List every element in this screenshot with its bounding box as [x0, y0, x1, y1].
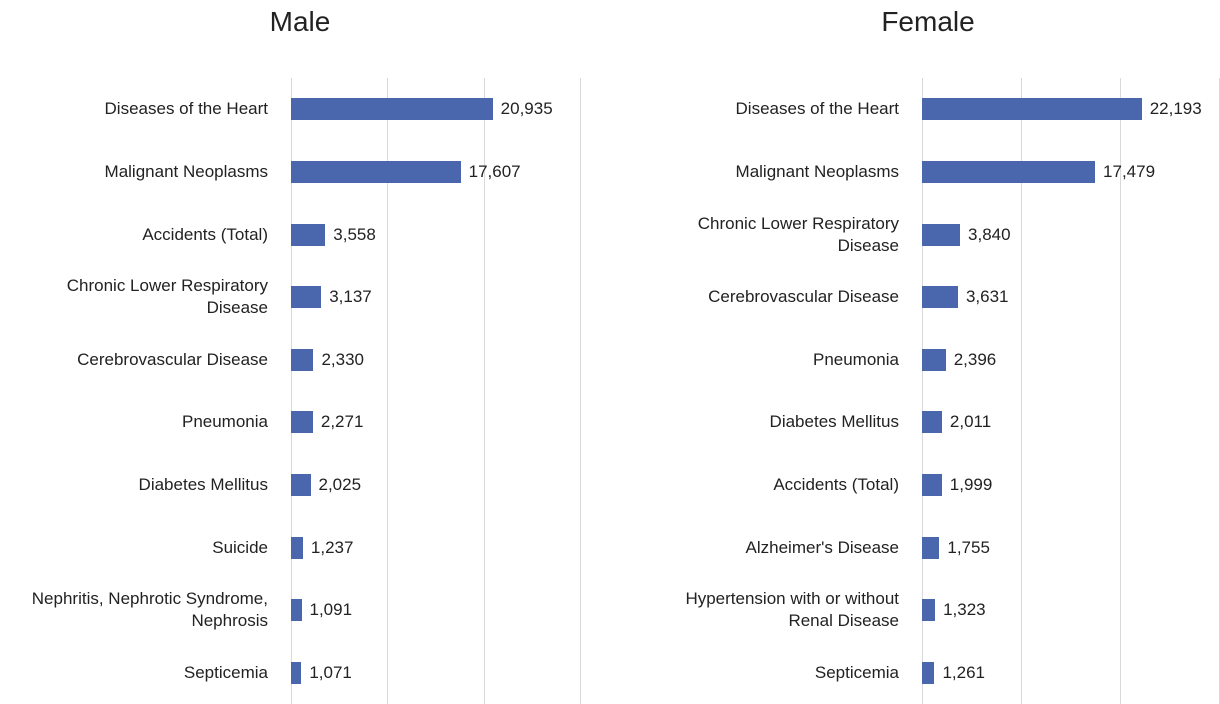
value-label: 17,479: [1103, 161, 1156, 181]
category-label: Malignant Neoplasms: [735, 161, 899, 181]
value-label: 1,091: [309, 600, 353, 620]
bar: [291, 286, 322, 309]
bar: [922, 286, 958, 309]
value-label: 3,558: [333, 224, 376, 244]
bar: [922, 348, 946, 371]
value-label: 1,755: [947, 537, 990, 557]
bar: [922, 536, 940, 559]
category-label: Alzheimer's Disease: [745, 537, 899, 557]
bar: [922, 98, 1142, 121]
value-label: 1,999: [949, 474, 993, 494]
category-label: Septicemia: [183, 662, 268, 682]
bar: [922, 160, 1096, 183]
bar: [922, 473, 942, 496]
category-label: Pneumonia: [181, 412, 268, 432]
value-label: 2,330: [321, 349, 364, 369]
category-label: Cerebrovascular Disease: [77, 349, 268, 369]
category-label: Accidents (Total): [773, 474, 899, 494]
category-label: Diabetes Mellitus: [138, 474, 268, 494]
category-label: Accidents (Total): [142, 224, 268, 244]
value-label: 1,071: [309, 662, 352, 682]
chart-title: Male: [269, 6, 331, 37]
category-label: Nephritis, Nephrotic Syndrome, Nephrosis: [31, 589, 268, 631]
bar: [922, 599, 936, 622]
value-label: 1,323: [943, 600, 986, 620]
grid-line: [1120, 78, 1121, 704]
value-label: 2,025: [318, 474, 362, 494]
category-label: Diabetes Mellitus: [769, 412, 899, 432]
category-label: Chronic Lower Respiratory Disease: [697, 213, 899, 255]
value-label: 17,607: [468, 161, 521, 181]
grid-line: [580, 78, 581, 704]
grid-line: [1021, 78, 1022, 704]
value-label: 22,193: [1149, 99, 1202, 119]
value-label: 2,271: [320, 412, 364, 432]
category-label: Septicemia: [814, 662, 899, 682]
value-label: 2,011: [949, 412, 992, 432]
bar: [291, 223, 326, 246]
bar: [291, 473, 311, 496]
category-label: Hypertension with or without Renal Disea…: [685, 589, 899, 631]
category-label: Diseases of the Heart: [735, 99, 899, 119]
bar: [922, 411, 942, 434]
value-label: 20,935: [500, 99, 553, 119]
bar: [291, 536, 303, 559]
grid-line: [483, 78, 485, 704]
bar: [291, 599, 302, 622]
bar: [291, 98, 493, 121]
grid-line: [922, 78, 923, 704]
category-label: Malignant Neoplasms: [104, 161, 268, 181]
bar: [291, 160, 461, 183]
grid-line: [291, 78, 292, 704]
bar: [291, 411, 313, 434]
chart-title: Female: [881, 6, 975, 37]
value-label: 1,261: [942, 662, 986, 682]
category-label: Suicide: [212, 537, 268, 557]
value-label: 3,840: [968, 224, 1011, 244]
category-label: Chronic Lower Respiratory Disease: [66, 276, 268, 318]
value-label: 3,137: [329, 287, 372, 307]
category-label: Pneumonia: [812, 349, 899, 369]
value-label: 1,237: [310, 537, 354, 557]
category-label: Diseases of the Heart: [104, 99, 268, 119]
bar: [922, 223, 961, 246]
grid-line: [387, 78, 389, 704]
bar: [291, 661, 302, 684]
value-label: 2,396: [953, 349, 997, 369]
bar: [291, 348, 314, 371]
value-label: 3,631: [965, 287, 1009, 307]
category-label: Cerebrovascular Disease: [708, 287, 899, 307]
bar: [922, 661, 935, 684]
